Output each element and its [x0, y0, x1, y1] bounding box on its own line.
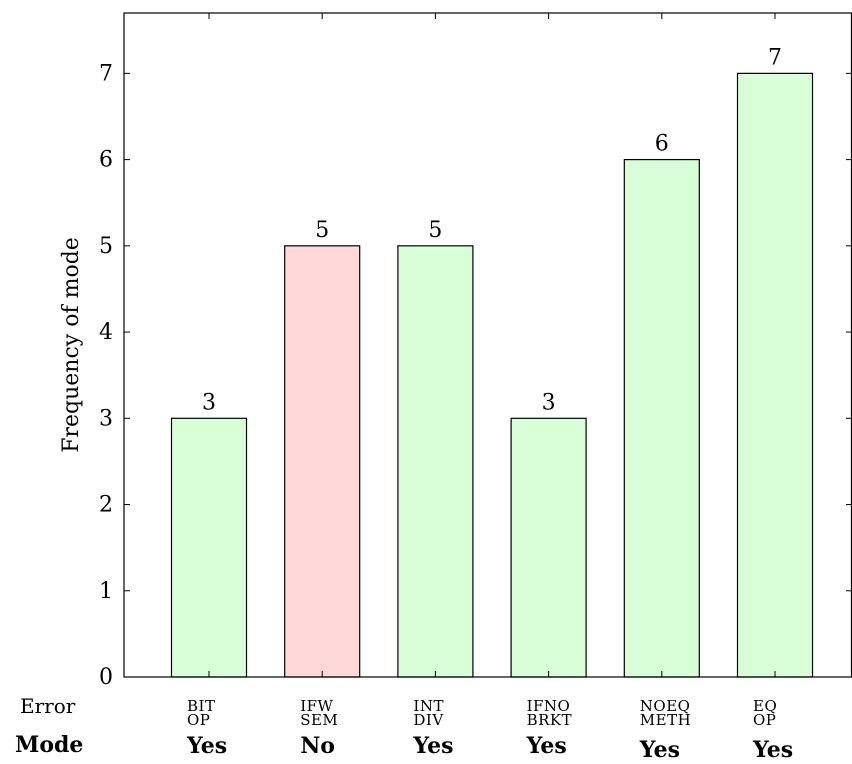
category-label: BRKT	[527, 711, 573, 729]
bar-value-label: 3	[542, 390, 556, 415]
bar	[170, 417, 248, 678]
y-tick-label: 7	[99, 61, 113, 86]
category-label: EQ	[753, 697, 777, 715]
bars-group	[170, 72, 814, 678]
category-label: NOEQ	[640, 697, 691, 715]
y-tick-label: 4	[99, 320, 113, 345]
bar	[736, 72, 814, 678]
mode-value-label: Yes	[752, 737, 793, 763]
bar-value-label: 3	[202, 390, 216, 415]
labels-group: 35 536701234567BITOPYesIFWSEMNoINTDIVYesI…	[15, 45, 793, 763]
category-label: SEM	[300, 711, 338, 729]
category-label: BIT	[187, 697, 215, 715]
mode-value-label: Yes	[186, 733, 227, 759]
category-label: INT	[413, 697, 444, 715]
category-label: IFNO	[527, 697, 571, 715]
bar-value-label: 5	[428, 218, 442, 243]
y-tick-label: 2	[99, 493, 113, 518]
bar	[623, 158, 700, 678]
category-label: METH	[640, 711, 691, 729]
bar	[510, 417, 587, 678]
category-label: OP	[187, 711, 210, 729]
y-tick-label: 1	[99, 579, 113, 604]
row-label-mode: Mode	[15, 732, 83, 758]
bar-value-label: 5	[315, 218, 329, 243]
y-axis-title: Frequency of mode	[59, 237, 84, 453]
y-tick-label: 5	[99, 234, 113, 259]
row-label-error: Error	[20, 694, 76, 718]
category-label: OP	[753, 711, 776, 729]
y-tick-label: 0	[99, 665, 113, 690]
y-tick-label: 3	[99, 406, 113, 431]
mode-value-label: No	[300, 733, 335, 759]
mode-value-label: Yes	[412, 733, 453, 759]
bar-value-label: 7	[768, 45, 782, 70]
bar-value-label: 6	[655, 132, 669, 157]
bar	[397, 245, 474, 678]
category-label: DIV	[413, 711, 444, 729]
category-label: IFW	[300, 697, 333, 715]
mode-value-label: Yes	[639, 737, 680, 763]
bar	[284, 245, 361, 678]
y-tick-label: 6	[99, 148, 113, 173]
mode-value-label: Yes	[526, 733, 567, 759]
